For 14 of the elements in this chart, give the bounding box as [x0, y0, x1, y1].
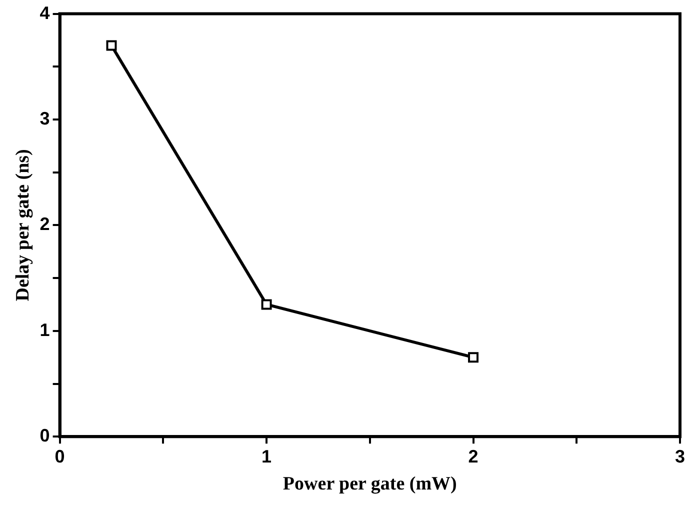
y-tick-label: 4	[40, 2, 50, 23]
point	[468, 352, 479, 363]
point	[106, 40, 117, 51]
x-axis-title: Power per gate (mW)	[282, 474, 457, 495]
x-tick-label: 3	[674, 446, 686, 466]
y-axis-title: Delay per gate (ns)	[12, 149, 34, 302]
y-tick-label: 0	[40, 426, 50, 446]
x-tick-label: 0	[54, 446, 65, 466]
y-tick-label: 2	[40, 214, 50, 234]
x-tick-label: 1	[262, 446, 272, 466]
x-tick-label: 2	[468, 446, 478, 466]
point	[261, 299, 272, 310]
y-tick-label: 1	[40, 320, 50, 340]
y-tick-label: 3	[40, 108, 50, 128]
